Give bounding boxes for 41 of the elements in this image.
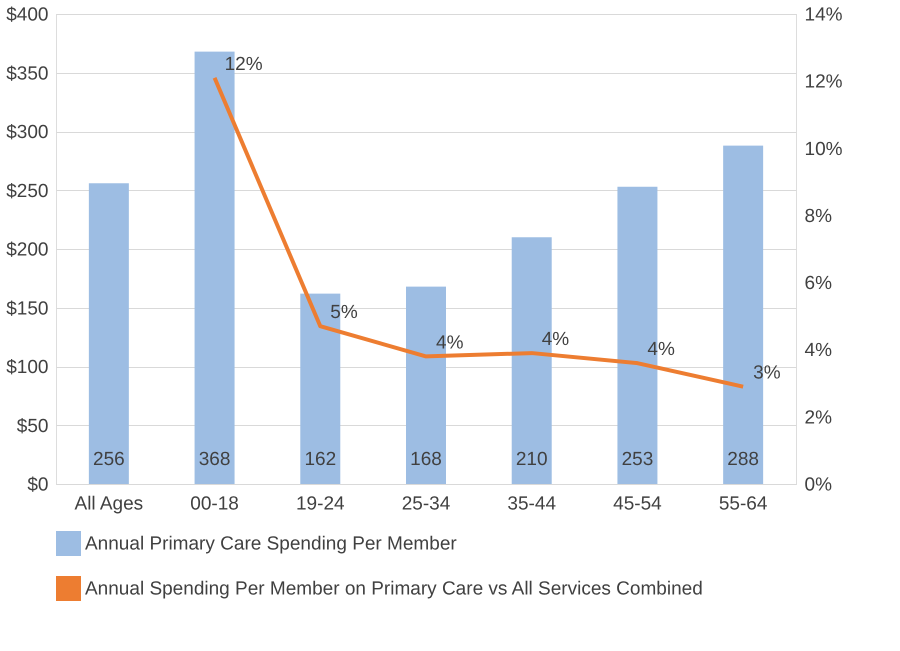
data-label: 256	[93, 449, 125, 470]
y-tick-label: $200	[6, 240, 48, 260]
y-tick-label: $0	[27, 474, 48, 496]
y2-tick-label: 12%	[804, 72, 843, 93]
y-tick-label: $350	[6, 63, 48, 84]
y2-tick-label: 0%	[804, 474, 832, 496]
line-series	[212, 76, 746, 389]
x-tick-label: 19-24	[296, 494, 346, 514]
y-tick-label: $250	[6, 180, 48, 202]
data-label: 253	[622, 449, 654, 470]
y2-tick-label: 14%	[804, 4, 843, 26]
data-label: 12%	[224, 54, 263, 75]
data-label: 4%	[542, 329, 570, 350]
data-label: 210	[516, 449, 548, 470]
y-tick-label: $400	[6, 4, 48, 26]
data-label: 368	[198, 449, 230, 470]
y-tick-label: $100	[6, 357, 48, 378]
y2-tick-label: 6%	[804, 273, 832, 294]
legend-label: Annual Primary Care Spending Per Member	[85, 534, 458, 554]
data-label: 4%	[647, 339, 675, 360]
y-tick-label: $300	[6, 122, 48, 143]
data-label: 162	[304, 449, 336, 470]
x-tick-label: 55-64	[718, 494, 768, 514]
y2-tick-label: 2%	[804, 407, 832, 428]
x-tick-label: 35-44	[507, 494, 556, 514]
x-tick-label: All Ages	[74, 494, 144, 514]
y-tick-label: $150	[6, 298, 48, 320]
data-label: 3%	[753, 362, 781, 384]
y2-tick-label: 10%	[804, 138, 843, 160]
data-label: 168	[410, 449, 442, 470]
x-tick-label: 25-34	[402, 494, 451, 514]
data-label: 288	[727, 449, 759, 470]
y2-tick-label: 4%	[804, 340, 832, 362]
y-tick-label: $50	[16, 416, 48, 437]
bar	[88, 183, 129, 484]
data-label: 5%	[330, 302, 358, 324]
y2-tick-label: 8%	[804, 206, 832, 227]
x-tick-label: 45-54	[613, 494, 662, 514]
x-tick-label: 00-18	[190, 494, 239, 514]
legend-label: Annual Spending Per Member on Primary Care vs All Services Combined	[85, 578, 703, 600]
data-label: 4%	[436, 332, 464, 354]
